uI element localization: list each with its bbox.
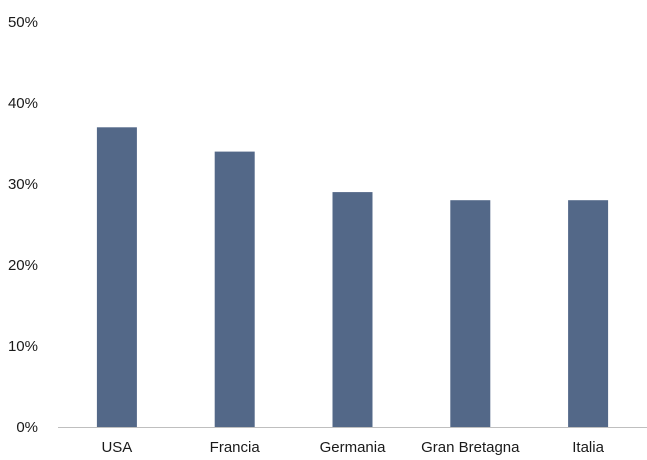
x-axis: USA Francia Germania Gran Bretagna Italia	[101, 439, 604, 456]
bar	[96, 127, 137, 428]
bar	[332, 192, 373, 427]
bar	[450, 200, 491, 427]
y-tick-label: 50%	[8, 14, 38, 31]
bar	[214, 151, 255, 427]
x-tick-label: Germania	[320, 439, 387, 456]
y-tick-label: 0%	[16, 419, 38, 436]
bar	[568, 200, 609, 427]
y-tick-label: 10%	[8, 338, 38, 355]
bars	[96, 127, 609, 428]
y-axis: 0% 10% 20% 30% 40% 50%	[8, 14, 38, 436]
x-tick-label: USA	[101, 439, 132, 456]
x-tick-label: Gran Bretagna	[421, 439, 520, 456]
x-tick-label: Francia	[210, 439, 261, 456]
x-tick-label: Italia	[572, 439, 604, 456]
y-tick-label: 20%	[8, 257, 38, 274]
y-tick-label: 40%	[8, 95, 38, 112]
y-tick-label: 30%	[8, 176, 38, 193]
